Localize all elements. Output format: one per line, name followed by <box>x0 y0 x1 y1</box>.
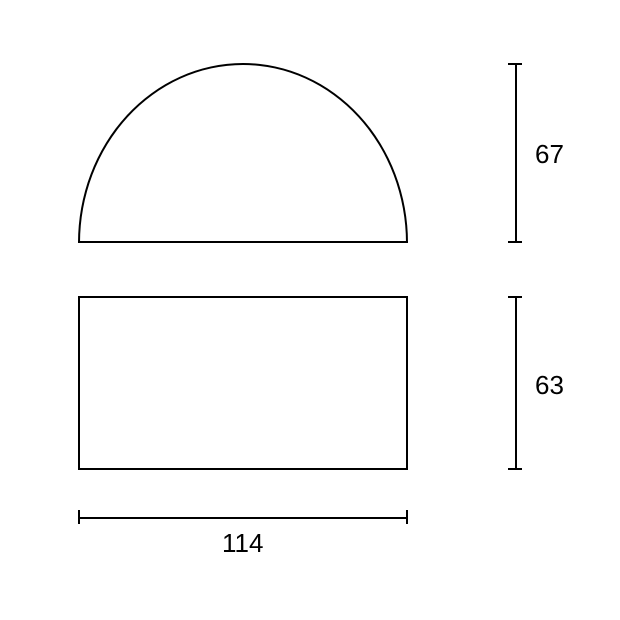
dimension-tick <box>78 510 80 524</box>
semicircle-arc <box>78 63 408 243</box>
dimension-tick <box>508 241 522 243</box>
dimension-line-width <box>78 517 408 519</box>
dimension-label-height-rectangle: 63 <box>535 370 564 401</box>
diagram-canvas: 67 63 114 <box>0 0 620 620</box>
shape-semicircle <box>78 63 408 243</box>
dimension-label-height-semicircle: 67 <box>535 139 564 170</box>
dimension-tick <box>508 63 522 65</box>
dimension-label-width: 114 <box>222 528 263 559</box>
semicircle-base <box>78 241 408 243</box>
dimension-line-height-rectangle <box>515 296 517 470</box>
dimension-tick <box>508 468 522 470</box>
dimension-tick <box>406 510 408 524</box>
dimension-line-height-semicircle <box>515 63 517 243</box>
dimension-tick <box>508 296 522 298</box>
shape-rectangle <box>78 296 408 470</box>
